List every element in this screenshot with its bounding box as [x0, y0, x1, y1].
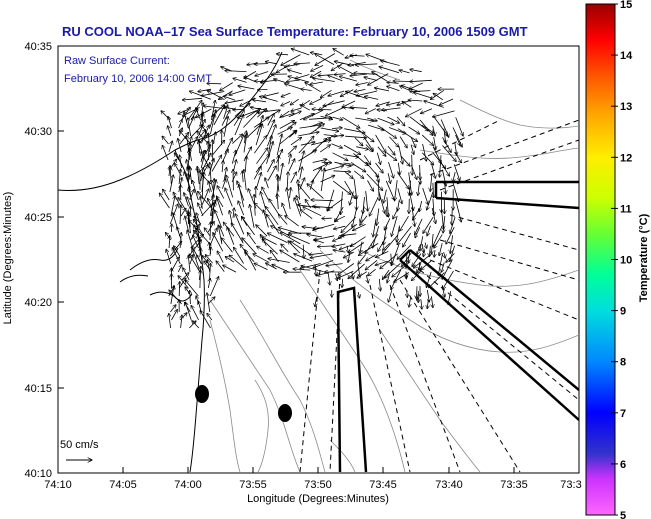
map-title: RU COOL NOAA–17 Sea Surface Temperature:… — [62, 24, 528, 39]
x-tick-label: 74:10 — [44, 479, 72, 491]
x-tick-label: 73:3 — [560, 479, 581, 491]
y-axis: 40:35 40:30 40:25 40:20 40:15 40:10 Lati… — [2, 41, 64, 480]
current-vector — [393, 81, 410, 82]
colorbar-tick-label: 5 — [620, 510, 626, 519]
colorbar-tick-label: 13 — [620, 101, 632, 113]
buoy-marker-1 — [195, 385, 209, 403]
buoy-marker-2 — [278, 404, 292, 422]
colorbar: 15 14 13 12 11 10 9 8 7 6 5 Temperature (°C) — [586, 0, 650, 519]
y-tick-label: 40:30 — [24, 126, 52, 138]
colorbar-tick-label: 10 — [620, 255, 632, 267]
y-axis-label: Latitude (Degrees:Minutes) — [2, 192, 14, 325]
current-vector — [254, 64, 267, 65]
current-vector — [452, 210, 453, 225]
x-tick-label: 73:45 — [369, 479, 397, 491]
current-vector — [212, 140, 213, 163]
colorbar-tick-label: 15 — [620, 0, 632, 11]
plot-frame — [58, 46, 579, 473]
current-vector — [257, 89, 267, 90]
colorbar-tick-label: 7 — [620, 408, 626, 420]
current-label-line2: February 10, 2006 14:00 GMT — [64, 73, 212, 85]
current-vector — [419, 262, 420, 270]
colorbar-gradient — [586, 4, 615, 515]
colorbar-tick-label: 9 — [620, 306, 626, 318]
x-tick-label: 73:35 — [500, 479, 528, 491]
colorbar-tick-label: 14 — [620, 50, 633, 62]
y-tick-label: 40:15 — [24, 383, 52, 395]
x-tick-label: 73:50 — [304, 479, 332, 491]
scale-label: 50 cm/s — [60, 439, 99, 451]
colorbar-tick-label: 11 — [620, 203, 632, 215]
x-tick-label: 73:55 — [239, 479, 267, 491]
colorbar-tick-label: 8 — [620, 357, 626, 369]
y-tick-label: 40:25 — [24, 212, 52, 224]
colorbar-label: Temperature (°C) — [638, 213, 650, 302]
colorbar-tick-label: 6 — [620, 459, 626, 471]
x-axis-label: Longitude (Degrees:Minutes) — [247, 493, 389, 505]
current-label-line1: Raw Surface Current: — [64, 55, 170, 67]
colorbar-tick-label: 12 — [620, 152, 632, 164]
x-tick-label: 74:00 — [174, 479, 202, 491]
y-tick-label: 40:35 — [24, 41, 52, 53]
x-tick-label: 73:40 — [435, 479, 463, 491]
x-tick-label: 74:05 — [109, 479, 137, 491]
y-tick-label: 40:20 — [24, 297, 52, 309]
current-vector — [179, 282, 180, 297]
